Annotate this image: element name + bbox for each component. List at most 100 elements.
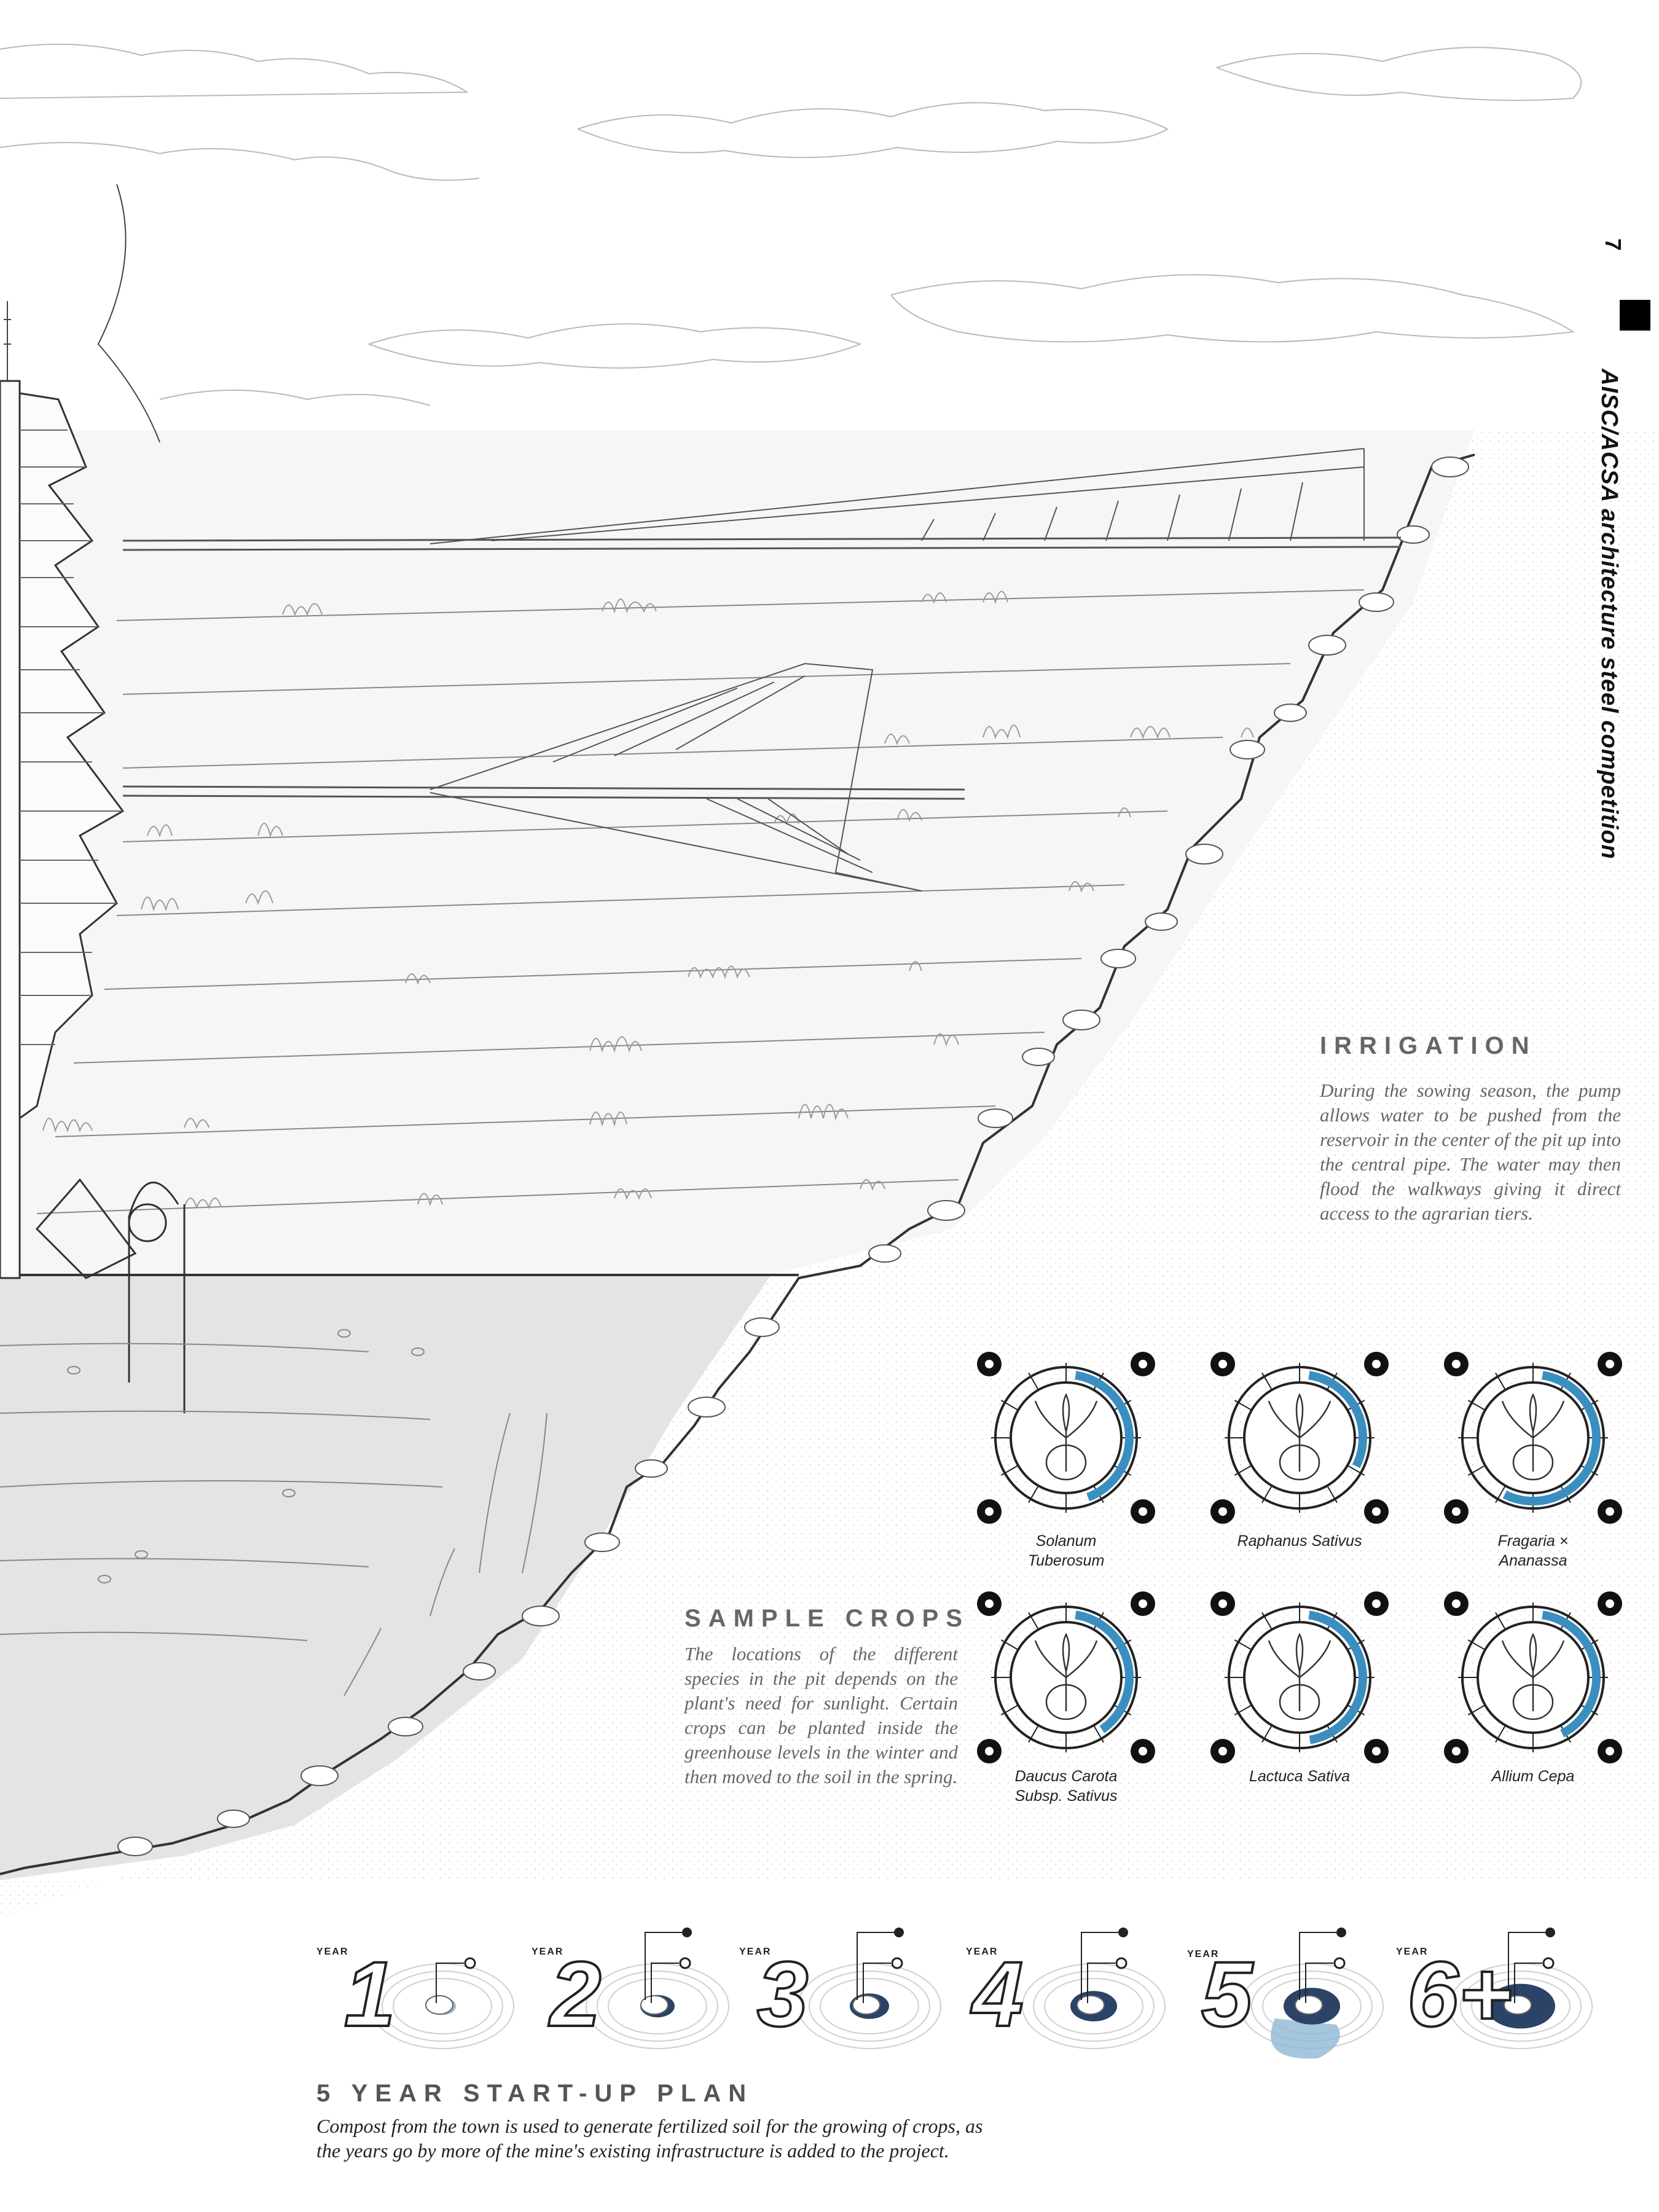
- flower-icon-center: [1139, 1599, 1147, 1608]
- plant-sketch-icon: [1034, 1633, 1098, 1720]
- year-plan-2: [586, 1928, 729, 2049]
- plant-sketch-icon: [1501, 1633, 1565, 1720]
- plant-stems: [1501, 1633, 1565, 1711]
- leader-line: [1305, 1963, 1333, 2003]
- ring-tick: [1261, 1485, 1273, 1504]
- year-plan-6: [1449, 1928, 1593, 2049]
- ring-tick: [1093, 1725, 1104, 1743]
- sunlight-arc: [1308, 1610, 1367, 1744]
- crop-label-solanum: Solanum Tuberosum: [986, 1531, 1146, 1571]
- pump-chain: [35, 1178, 186, 1413]
- pit-interior: [0, 430, 1475, 1275]
- sunlight-arc: [1075, 1371, 1134, 1502]
- seed-icon-center: [1372, 1507, 1381, 1516]
- ring-tick: [1467, 1704, 1486, 1716]
- marker-dot-icon: [682, 1928, 692, 1937]
- crop-diagram-fragaria: [1444, 1352, 1622, 1524]
- cloud-2: [0, 142, 480, 181]
- plant-sketch-icon: [1501, 1393, 1565, 1481]
- marker-dot-icon: [894, 1928, 904, 1937]
- crop-diagram-daucus: [977, 1591, 1155, 1763]
- year-plan-3: [798, 1928, 941, 2049]
- leaf-icon-center: [1452, 1507, 1461, 1516]
- sun-icon-center: [985, 1360, 994, 1368]
- ring-tick: [1028, 1725, 1039, 1743]
- ring-tick: [1495, 1612, 1506, 1630]
- flower-icon-center: [1372, 1599, 1381, 1608]
- year-label-2: YEAR: [531, 1947, 564, 1957]
- marker-circle-icon: [464, 1957, 476, 1969]
- vegetation: [42, 590, 1254, 1209]
- ring-tick: [1327, 1485, 1338, 1504]
- leaf-icon-center: [1452, 1747, 1461, 1755]
- flower-icon-center: [1139, 1360, 1147, 1368]
- ring-tick: [1495, 1372, 1506, 1390]
- ring-tick: [1234, 1639, 1252, 1650]
- marker-dot-icon: [1545, 1928, 1555, 1937]
- plant-root: [1512, 1684, 1554, 1720]
- crop-diagram-raphanus: [1210, 1352, 1389, 1524]
- plant-root: [1279, 1684, 1320, 1720]
- leader-line-secondary: [1299, 1932, 1336, 2000]
- year-number-6: 6+: [1406, 1942, 1513, 2045]
- sun-icon-center: [1452, 1599, 1461, 1608]
- start-up-plan-body: Compost from the town is used to generat…: [316, 2114, 1238, 2163]
- earth-stipple: [0, 430, 1659, 1917]
- plant-stems: [1268, 1633, 1332, 1711]
- expansion-area: [1271, 2018, 1340, 2059]
- underground-details: [0, 1329, 547, 1696]
- ring-tick: [1495, 1725, 1506, 1743]
- crop-diagram-solanum: [977, 1352, 1155, 1524]
- leaf-icon-center: [985, 1507, 994, 1516]
- crop-label-raphanus: Raphanus Sativus: [1220, 1531, 1379, 1551]
- leader-line: [1087, 1963, 1115, 2003]
- crop-label-line1: Raphanus Sativus: [1237, 1532, 1362, 1550]
- marker-dot-icon: [1336, 1928, 1346, 1937]
- page-marker-square: [1620, 300, 1650, 331]
- pit-ground-fill: [0, 1275, 771, 1880]
- contour-line: [382, 1971, 503, 2042]
- sun-icon-center: [1218, 1599, 1227, 1608]
- year-label-1: YEAR: [316, 1947, 349, 1957]
- crop-label-lactuca: Lactuca Sativa: [1220, 1767, 1379, 1786]
- plant-stems: [1268, 1393, 1332, 1472]
- crop-label-line1: Daucus Carota: [1014, 1768, 1118, 1785]
- ring-tick: [1234, 1704, 1252, 1716]
- seed-icon-center: [1606, 1747, 1614, 1755]
- pit-outline: [852, 1995, 880, 2015]
- plant-root: [1279, 1444, 1320, 1481]
- ring-tick: [1028, 1485, 1039, 1504]
- leader-line: [436, 1963, 464, 2003]
- leader-line-secondary: [645, 1932, 682, 2000]
- flower-icon-center: [1606, 1360, 1614, 1368]
- cloud-4: [1216, 47, 1582, 101]
- pit-outline: [640, 1995, 669, 2015]
- plant-sketch-icon: [1034, 1393, 1098, 1481]
- irrigation-body: During the sowing season, the pump allow…: [1320, 1080, 1621, 1224]
- ring-tick: [1234, 1465, 1252, 1476]
- seed-icon-center: [1139, 1507, 1147, 1516]
- start-up-plan-line2: the years go by more of the mine's exist…: [316, 2139, 949, 2162]
- pit-rocks: [117, 457, 1469, 1856]
- plant-stems: [1501, 1393, 1565, 1472]
- contour-line: [820, 1978, 919, 2034]
- start-up-plan-heading: 5 YEAR START-UP PLAN: [316, 2080, 754, 2107]
- tower-structure: [0, 380, 125, 1279]
- contour-line: [1033, 1971, 1155, 2042]
- seed-icon-center: [1606, 1507, 1614, 1516]
- truss-bridges: [122, 448, 1402, 892]
- year-label-6: YEAR: [1396, 1947, 1429, 1957]
- sunlight-arc: [1502, 1371, 1601, 1505]
- crop-diagram-lactuca: [1210, 1591, 1389, 1763]
- year-number-4: 4: [971, 1942, 1024, 2045]
- year-label-4: YEAR: [966, 1947, 998, 1957]
- contour-line: [608, 1978, 707, 2034]
- sun-icon-center: [1452, 1360, 1461, 1368]
- cloud-5: [368, 323, 862, 369]
- start-up-plan-line1: Compost from the town is used to generat…: [316, 2115, 983, 2137]
- leaf-icon-center: [1218, 1507, 1227, 1516]
- crop-label-daucus: Daucus Carota Subsp. Sativus: [986, 1767, 1146, 1806]
- cloud-1: [0, 44, 469, 99]
